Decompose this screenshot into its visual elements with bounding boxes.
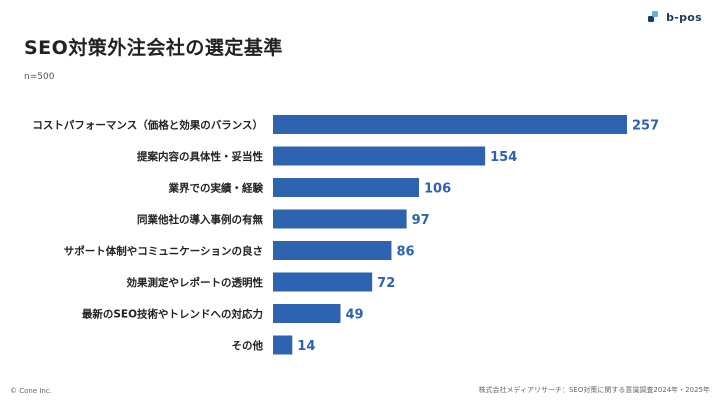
category-label: 業界での実績・経験 — [168, 182, 264, 195]
bar — [273, 115, 627, 134]
bar — [273, 335, 293, 355]
value-label: 257 — [632, 119, 659, 134]
value-label: 72 — [377, 276, 395, 291]
value-label: 49 — [345, 308, 363, 323]
source-text: 株式会社メディアリサーチ：SEO対策に関する意識調査2024年・2025年 — [478, 386, 710, 394]
logo-text: b-pos — [666, 11, 702, 24]
page-title: SEO対策外注会社の選定基準 — [24, 37, 283, 59]
value-label: 106 — [424, 182, 451, 197]
category-label: その他 — [232, 339, 264, 352]
value-label: 86 — [396, 245, 414, 260]
value-label: 14 — [297, 339, 315, 354]
bar — [273, 178, 420, 197]
value-label: 154 — [490, 150, 517, 165]
category-label: 提案内容の具体性・妥当性 — [137, 150, 263, 163]
category-label: 効果測定やレポートの透明性 — [127, 276, 264, 289]
b-pos-logo-icon — [648, 8, 660, 27]
bar — [273, 146, 486, 166]
sample-size-note: n=500 — [24, 72, 55, 82]
value-label: 97 — [412, 213, 430, 228]
bar — [273, 209, 407, 229]
category-label: コストパフォーマンス（価格と効果のバランス） — [32, 119, 263, 132]
bar-chart-svg: コストパフォーマンス（価格と効果のバランス） 257 提案内容の具体性・妥当性 154… — [32, 115, 659, 355]
bar — [273, 304, 341, 323]
bar-chart: コストパフォーマンス（価格と効果のバランス） 257 提案内容の具体性・妥当性 154… — [0, 100, 720, 370]
category-label: サポート体制やコミュニケーションの良さ — [64, 245, 263, 258]
category-label: 同業他社の導入事例の有無 — [137, 213, 263, 226]
copyright-text: © Cone Inc. — [10, 387, 52, 395]
logo: b-pos — [648, 8, 702, 27]
bar — [273, 272, 373, 292]
category-label: 最新のSEO技術やトレンドへの対応力 — [82, 308, 263, 321]
bar — [273, 241, 392, 260]
